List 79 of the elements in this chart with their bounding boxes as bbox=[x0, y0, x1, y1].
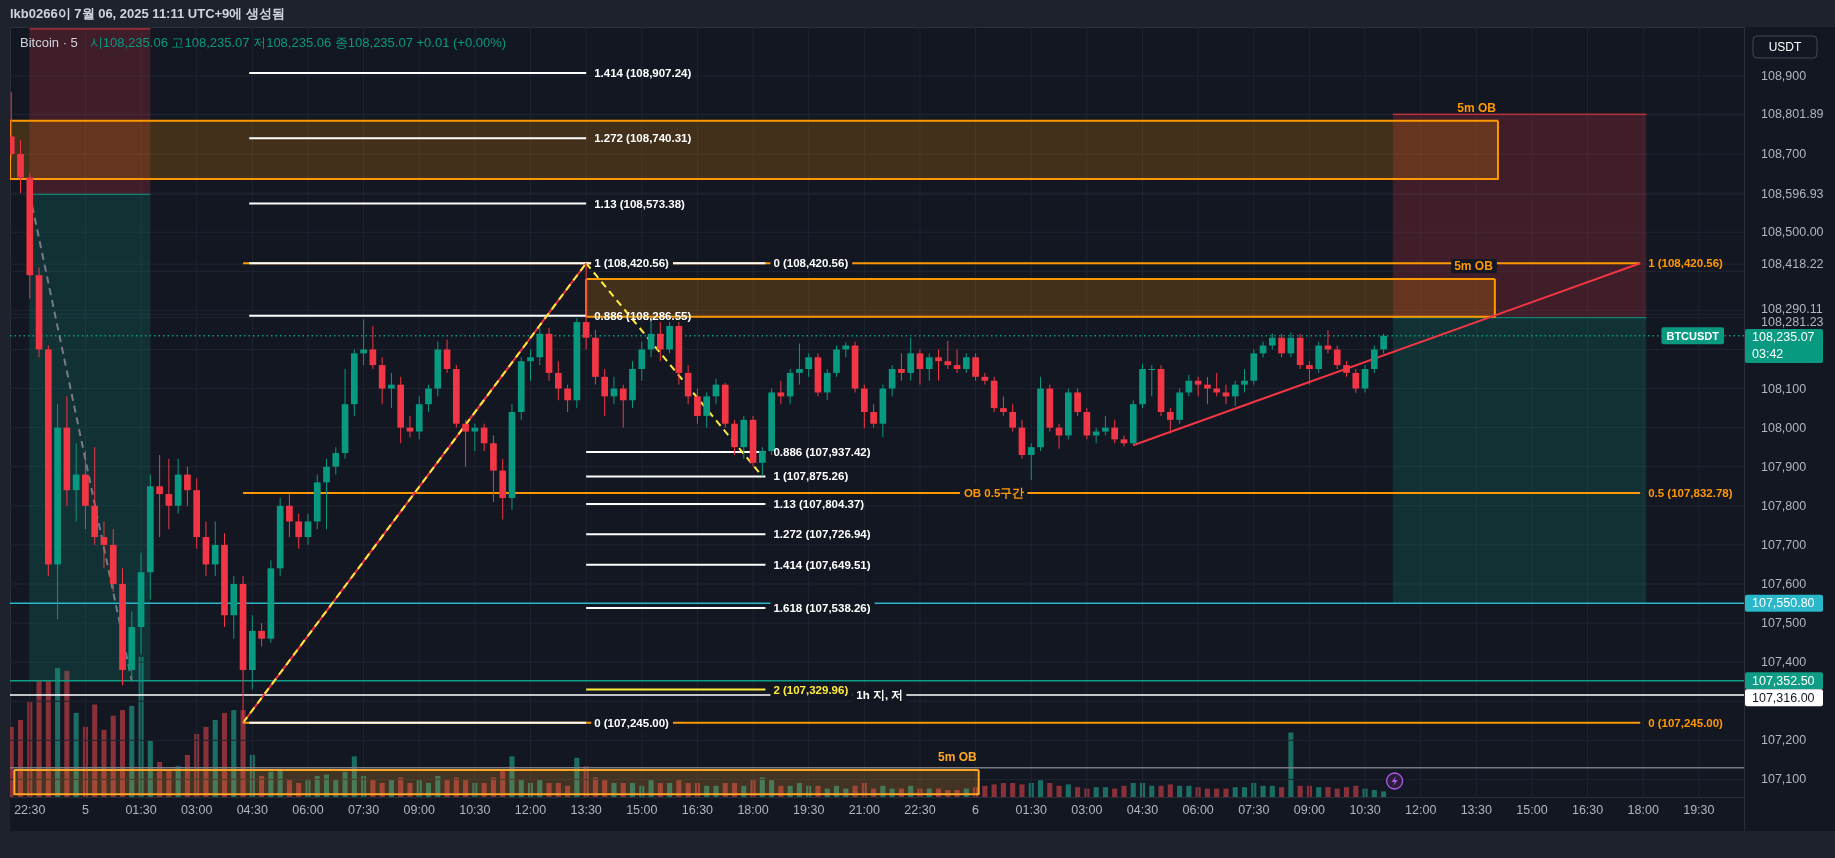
annotation: 2 (107,329.96) bbox=[773, 683, 849, 696]
x-tick-label: 12:00 bbox=[1405, 803, 1437, 817]
y-tick-label: 107,700 bbox=[1761, 537, 1807, 552]
y-tick-label: 107,400 bbox=[1761, 655, 1807, 670]
y-tick-label: 108,290.11 bbox=[1761, 302, 1823, 317]
annotation: 5m OB bbox=[1454, 259, 1494, 274]
ref-line-label: 107,316.00 bbox=[1752, 690, 1815, 705]
y-tick-label: 107,800 bbox=[1761, 498, 1807, 513]
y-tick-label: 108,700 bbox=[1761, 147, 1807, 162]
x-tick-label: 04:30 bbox=[1126, 803, 1159, 817]
y-tick-label: 108,418.22 bbox=[1761, 257, 1824, 272]
y-axis-title: USDT bbox=[1768, 40, 1802, 54]
x-tick-label: 22:30 bbox=[904, 803, 936, 817]
x-tick-label: 21:00 bbox=[848, 803, 881, 817]
annotation: OB 0.5구간 bbox=[963, 486, 1025, 499]
annotation: 0.5 (107,832.78) bbox=[1648, 486, 1733, 499]
y-tick-label: 108,801.89 bbox=[1761, 107, 1824, 122]
x-tick-label: 6 bbox=[972, 803, 980, 817]
x-tick-label: 18:00 bbox=[1627, 803, 1659, 817]
annotation: 0.886 (107,937.42) bbox=[773, 446, 871, 459]
annotation: 0 (108,420.56) bbox=[773, 257, 849, 270]
x-tick-label: 01:30 bbox=[1015, 803, 1047, 817]
x-tick-label: 16:30 bbox=[1571, 803, 1604, 817]
x-tick-label: 13:30 bbox=[1460, 803, 1493, 817]
x-tick-label: 15:00 bbox=[1516, 803, 1548, 817]
x-tick-label: 10:30 bbox=[459, 803, 491, 817]
x-tick-label: 09:00 bbox=[403, 803, 435, 817]
y-tick-label: 108,596.93 bbox=[1761, 187, 1824, 202]
x-tick-label: 16:30 bbox=[681, 803, 714, 817]
y-tick-label: 108,000 bbox=[1761, 420, 1807, 435]
annotation: BTCUSDT bbox=[1666, 329, 1720, 342]
x-tick-label: 19:30 bbox=[1683, 803, 1715, 817]
annotation: 0 (107,245.00) bbox=[594, 716, 670, 729]
annotation: 1.272 (108,740.31) bbox=[594, 132, 692, 145]
x-tick-label: 12:00 bbox=[514, 803, 547, 817]
y-tick-label: 107,100 bbox=[1761, 772, 1807, 787]
y-tick-label: 107,600 bbox=[1761, 576, 1807, 591]
x-tick-label: 10:30 bbox=[1349, 803, 1381, 817]
annotation: 5m OB bbox=[1457, 100, 1497, 115]
y-tick-label: 108,900 bbox=[1761, 68, 1807, 83]
x-tick-label: 19:30 bbox=[793, 803, 825, 817]
x-tick-label: 03:00 bbox=[1071, 803, 1103, 817]
annotation: 0 (107,245.00) bbox=[1648, 716, 1724, 729]
annotation: 1.414 (108,907.24) bbox=[594, 67, 692, 80]
ref-line-label: 108,235.07 03:42 bbox=[1752, 330, 1815, 362]
annotation: 1.618 (107,538.26) bbox=[773, 602, 871, 615]
y-tick-label: 108,100 bbox=[1761, 381, 1807, 396]
annotation: 5m OB bbox=[938, 750, 978, 765]
y-tick-label: 107,900 bbox=[1761, 459, 1807, 474]
x-tick-label: 22:30 bbox=[14, 803, 46, 817]
annotation: 1.13 (107,804.37) bbox=[773, 498, 865, 511]
annotation: 1h 지, 저 bbox=[856, 688, 904, 701]
annotation: 1.414 (107,649.51) bbox=[773, 558, 871, 571]
text: Bitcoin · 5 bbox=[20, 35, 78, 50]
annotation: 1 (108,420.56) bbox=[1648, 257, 1724, 270]
x-tick-label: 01:30 bbox=[125, 803, 157, 817]
x-tick-label: 07:30 bbox=[347, 803, 380, 817]
x-tick-label: 18:00 bbox=[737, 803, 769, 817]
y-tick-label: 107,500 bbox=[1761, 616, 1807, 631]
x-tick-label: 13:30 bbox=[570, 803, 602, 817]
y-tick-label: 108,281.23 bbox=[1761, 315, 1824, 330]
x-tick-label: 06:00 bbox=[292, 803, 324, 817]
chart-title: lkb0266이 7월 06, 2025 11:11 UTC+9에 생성됨 bbox=[10, 6, 285, 21]
x-tick-label: 07:30 bbox=[1238, 803, 1270, 817]
x-tick-label: 09:00 bbox=[1293, 803, 1326, 817]
annotation: 1.272 (107,726.94) bbox=[773, 528, 871, 541]
y-tick-label: 107,200 bbox=[1761, 733, 1807, 748]
x-tick-label: 04:30 bbox=[236, 803, 269, 817]
y-tick-label: 108,500.00 bbox=[1761, 225, 1824, 240]
annotation: 1.13 (108,573.38) bbox=[594, 197, 686, 210]
x-tick-label: 03:00 bbox=[181, 803, 213, 817]
annotation: 1 (107,875.26) bbox=[773, 470, 849, 483]
x-tick-label: 06:00 bbox=[1182, 803, 1214, 817]
x-tick-label: 15:00 bbox=[626, 803, 658, 817]
ref-line-label: 107,352.50 bbox=[1752, 673, 1815, 688]
x-tick-label: 5 bbox=[81, 803, 89, 817]
annotation: 시108,235.06 고108,235.07 저108,235.06 종108,235.07 +0.01 (+0.00%) bbox=[89, 35, 507, 50]
ref-line-label: 107,550.80 bbox=[1752, 596, 1815, 611]
annotation: 1 (108,420.56) bbox=[594, 257, 670, 270]
